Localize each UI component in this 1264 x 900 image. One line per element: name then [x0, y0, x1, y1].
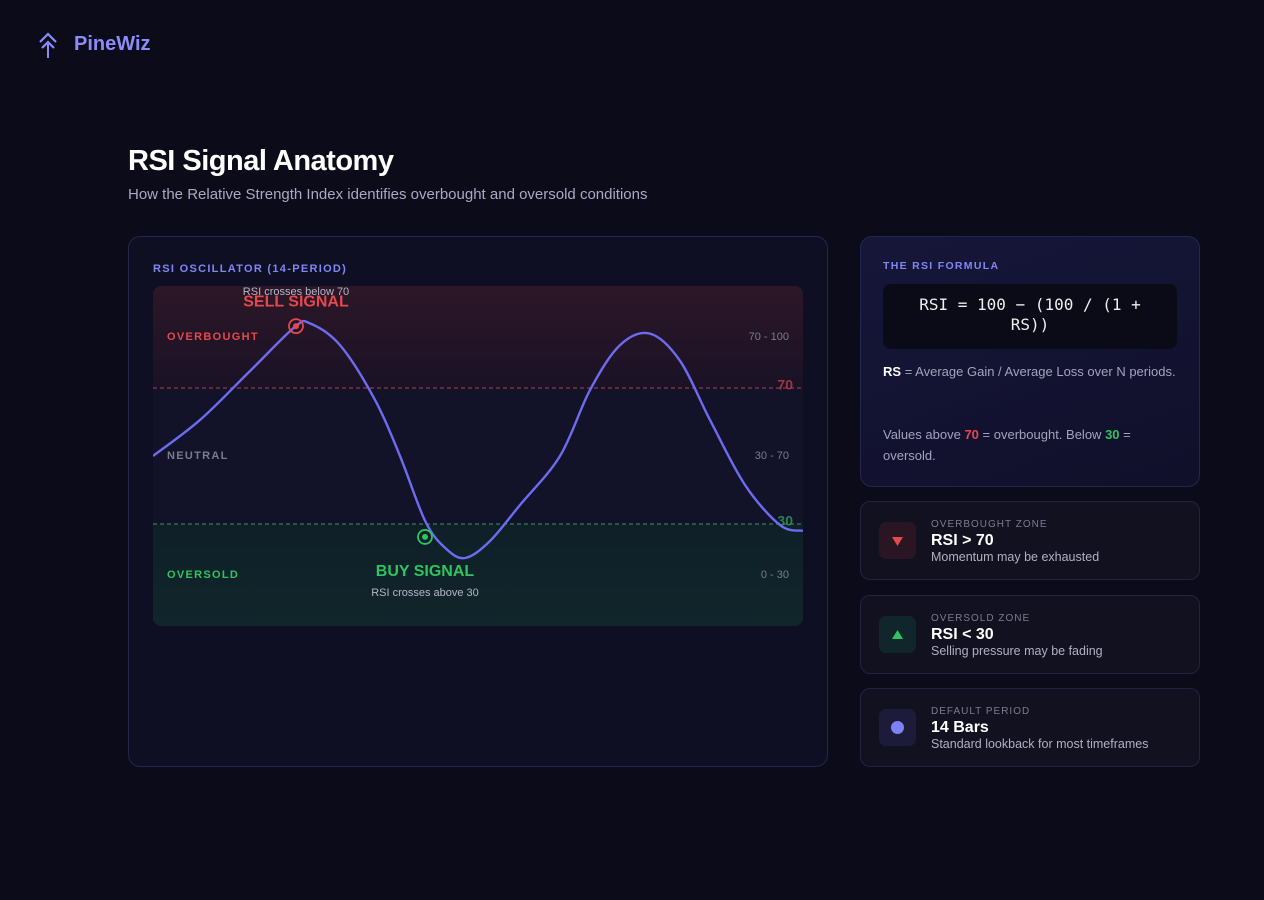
stat-description: Momentum may be exhausted — [931, 550, 1100, 564]
zone-range: 0 - 30 — [761, 569, 789, 581]
stat-description: Selling pressure may be fading — [931, 644, 1103, 658]
note-text: = overbought. Below — [982, 427, 1102, 442]
page-subtitle: How the Relative Strength Index identifi… — [128, 186, 648, 203]
stat-card: OVERBOUGHT ZONE RSI > 70 Momentum may be… — [860, 501, 1200, 580]
zone — [153, 524, 803, 626]
formula-expression: RSI = 100 − (100 / (1 + RS)) — [883, 284, 1177, 349]
signal-marker — [288, 318, 304, 335]
signal-label: SELL SIGNAL — [243, 293, 349, 310]
stat-label: OVERSOLD ZONE — [931, 613, 1031, 624]
signal-dot — [422, 533, 428, 540]
zone-label: NEUTRAL — [167, 450, 229, 462]
zone-range: 30 - 70 — [755, 450, 789, 462]
stat-label: OVERBOUGHT ZONE — [931, 519, 1048, 530]
formula-card: THE RSI FORMULA RSI = 100 − (100 / (1 + … — [860, 236, 1200, 487]
term: RS — [883, 364, 902, 379]
signal-dot — [293, 323, 299, 330]
chart-title: RSI OSCILLATOR (14-PERIOD) — [153, 263, 348, 275]
threshold-label: 70 — [777, 377, 793, 393]
note-value: 70 — [964, 427, 979, 442]
note-text: Values above — [883, 427, 961, 442]
zone — [153, 286, 803, 388]
stat-label: DEFAULT PERIOD — [931, 706, 1031, 717]
chart: OVERBOUGHT 70 - 100 NEUTRAL 30 - 70 OVERSOLD… — [153, 286, 803, 626]
formula-definition: RS = Average Gain / Average Loss over N … — [883, 361, 1183, 382]
page-title: RSI Signal Anatomy — [128, 145, 394, 177]
signal-label: BUY SIGNAL — [376, 563, 475, 580]
zone-label: OVERSOLD — [167, 569, 239, 581]
signal-note: RSI crosses above 30 — [371, 587, 479, 599]
note-text: = oversold. — [883, 427, 1131, 463]
stat-description: Standard lookback for most timeframes — [931, 737, 1149, 751]
signal-note: RSI crosses below 70 — [243, 286, 349, 298]
stat-card: DEFAULT PERIOD 14 Bars Standard lookback… — [860, 688, 1200, 767]
stat-icon — [879, 616, 916, 653]
stat-title: 14 Bars — [931, 719, 989, 736]
stat-title: RSI < 30 — [931, 626, 994, 643]
logo-icon — [39, 32, 57, 58]
zone — [153, 388, 803, 524]
stat-icon — [879, 522, 916, 559]
definition: = Average Gain / Average Loss over N per… — [904, 364, 1176, 379]
rsi-line — [153, 319, 803, 560]
zone-label: OVERBOUGHT — [167, 331, 259, 343]
formula-heading: THE RSI FORMULA — [883, 260, 1000, 272]
signal-marker — [417, 529, 433, 545]
zone-range: 70 - 100 — [749, 331, 789, 343]
formula-note: Values above 70 = overbought. Below 30 =… — [883, 424, 1183, 466]
stat-title: RSI > 70 — [931, 532, 994, 549]
note-value: 30 — [1105, 427, 1120, 442]
stat-card: OVERSOLD ZONE RSI < 30 Selling pressure … — [860, 595, 1200, 674]
brand[interactable]: PineWiz — [74, 33, 151, 55]
stat-icon — [879, 709, 916, 746]
